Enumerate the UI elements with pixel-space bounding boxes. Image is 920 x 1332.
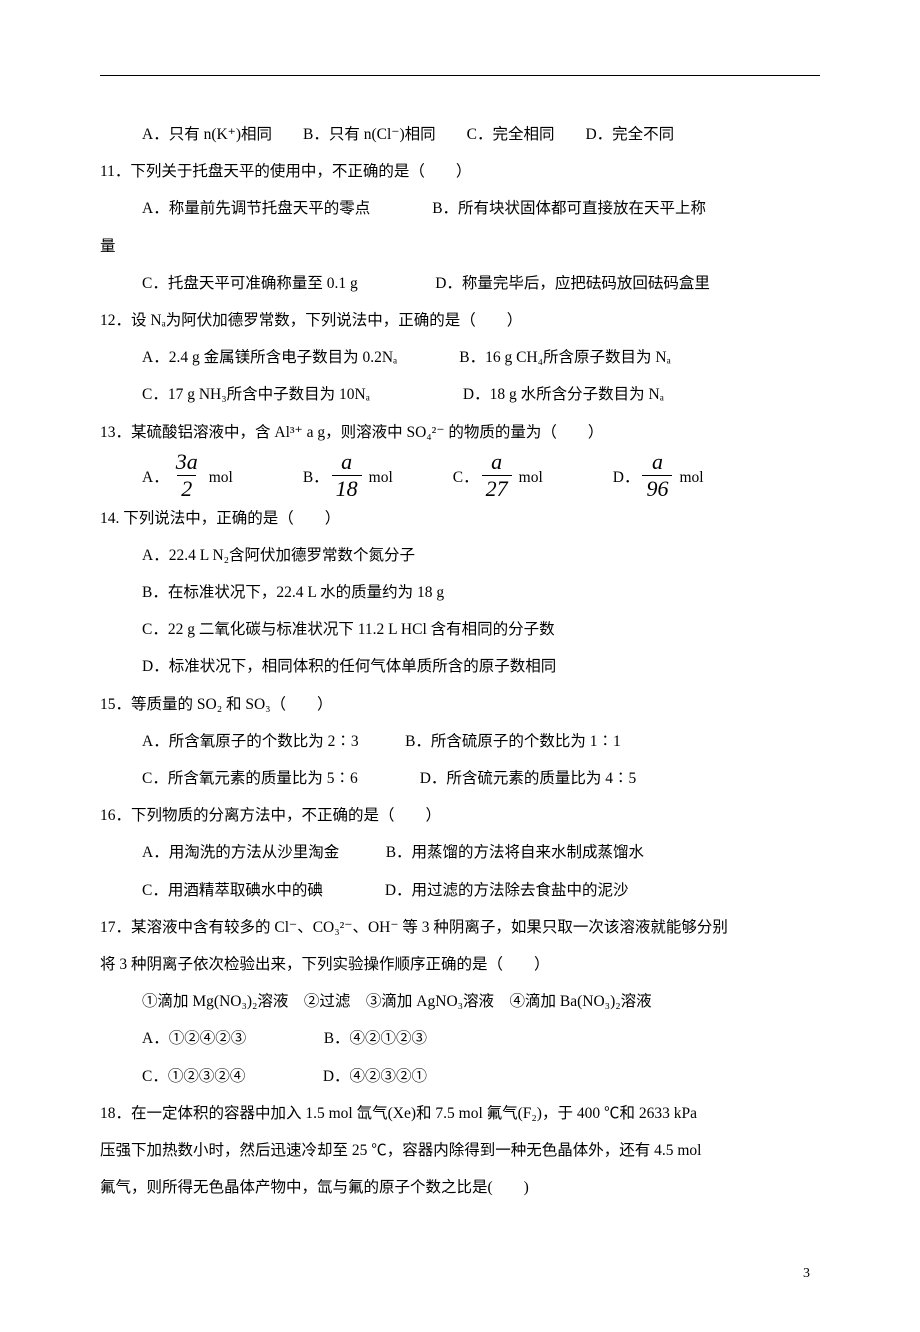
- q11-options-ab-tail: 量: [100, 228, 820, 265]
- q17-options-cd: C．①②③②④ D．④②③②①: [100, 1058, 820, 1095]
- option-label-a: A．: [142, 459, 169, 500]
- unit-mol: mol: [365, 459, 393, 500]
- q17-stem-cont: 将 3 种阴离子依次检验出来，下列实验操作顺序正确的是（ ）: [100, 946, 820, 983]
- unit-mol: mol: [515, 459, 543, 500]
- q10-options: A．只有 n(K⁺)相同 B．只有 n(Cl⁻)相同 C．完全相同 D．完全不同: [100, 116, 820, 153]
- q13-option-a: A． 3a 2 mol: [142, 451, 233, 500]
- fraction-b-den: 18: [332, 475, 362, 500]
- fraction-b-num: a: [337, 451, 356, 475]
- q13-option-c: C． a 27 mol: [453, 451, 543, 500]
- option-label-b: B．: [303, 459, 329, 500]
- q13-stem: 13．某硫酸铝溶液中，含 Al³⁺ a g，则溶液中 SO₄²⁻ 的物质的量为（…: [100, 414, 820, 451]
- q13-option-d: D． a 96 mol: [613, 451, 704, 500]
- unit-mol: mol: [205, 459, 233, 500]
- fraction-c: a 27: [482, 451, 512, 500]
- option-label-d: D．: [613, 459, 640, 500]
- fraction-d-den: 96: [642, 475, 672, 500]
- q15-stem: 15．等质量的 SO₂ 和 SO₃（ ）: [100, 686, 820, 723]
- q18-stem-cont1: 压强下加热数小时，然后迅速冷却至 25 ℃，容器内除得到一种无色晶体外，还有 4…: [100, 1132, 820, 1169]
- option-label-c: C．: [453, 459, 479, 500]
- page-number: 3: [100, 1206, 820, 1282]
- fraction-b: a 18: [332, 451, 362, 500]
- top-divider: [100, 75, 820, 76]
- q15-options-ab: A．所含氧原子的个数比为 2∶3 B．所含硫原子的个数比为 1∶1: [100, 723, 820, 760]
- fraction-c-den: 27: [482, 475, 512, 500]
- q14-stem: 14. 下列说法中，正确的是（ ）: [100, 500, 820, 537]
- exam-page: A．只有 n(K⁺)相同 B．只有 n(Cl⁻)相同 C．完全相同 D．完全不同…: [0, 0, 920, 1332]
- q14-option-c: C．22 g 二氧化碳与标准状况下 11.2 L HCl 含有相同的分子数: [100, 611, 820, 648]
- q14-option-a: A．22.4 L N₂含阿伏加德罗常数个氮分子: [100, 537, 820, 574]
- unit-mol: mol: [675, 459, 703, 500]
- fraction-a-num: 3a: [172, 451, 202, 475]
- q17-stem: 17．某溶液中含有较多的 Cl⁻、CO₃²⁻、OH⁻ 等 3 种阴离子，如果只取…: [100, 909, 820, 946]
- q17-steps: ①滴加 Mg(NO₃)₂溶液 ②过滤 ③滴加 AgNO₃溶液 ④滴加 Ba(NO…: [100, 983, 820, 1020]
- q13-option-b: B． a 18 mol: [303, 451, 393, 500]
- fraction-c-num: a: [487, 451, 506, 475]
- q17-options-ab: A．①②④②③ B．④②①②③: [100, 1020, 820, 1057]
- fraction-a: 3a 2: [172, 451, 202, 500]
- q12-options-ab: A．2.4 g 金属镁所含电子数目为 0.2Nₐ B．16 g CH₄所含原子数…: [100, 339, 820, 376]
- q18-stem-cont2: 氟气，则所得无色晶体产物中，氙与氟的原子个数之比是( ): [100, 1169, 820, 1206]
- fraction-a-den: 2: [177, 475, 196, 500]
- q16-stem: 16．下列物质的分离方法中，不正确的是（ ）: [100, 797, 820, 834]
- fraction-d: a 96: [642, 451, 672, 500]
- fraction-d-num: a: [648, 451, 667, 475]
- q11-options-cd: C．托盘天平可准确称量至 0.1 g D．称量完毕后，应把砝码放回砝码盒里: [100, 265, 820, 302]
- q13-options: A． 3a 2 mol B． a 18 mol C． a 27 mol: [100, 451, 820, 500]
- q14-option-d: D．标准状况下，相同体积的任何气体单质所含的原子数相同: [100, 648, 820, 685]
- q14-option-b: B．在标准状况下，22.4 L 水的质量约为 18 g: [100, 574, 820, 611]
- q11-stem: 11．下列关于托盘天平的使用中，不正确的是（ ）: [100, 153, 820, 190]
- q18-stem: 18．在一定体积的容器中加入 1.5 mol 氙气(Xe)和 7.5 mol 氟…: [100, 1095, 820, 1132]
- q16-options-ab: A．用淘洗的方法从沙里淘金 B．用蒸馏的方法将自来水制成蒸馏水: [100, 834, 820, 871]
- q16-options-cd: C．用酒精萃取碘水中的碘 D．用过滤的方法除去食盐中的泥沙: [100, 872, 820, 909]
- q15-options-cd: C．所含氧元素的质量比为 5∶6 D．所含硫元素的质量比为 4∶5: [100, 760, 820, 797]
- q12-options-cd: C．17 g NH₃所含中子数目为 10Nₐ D．18 g 水所含分子数目为 N…: [100, 376, 820, 413]
- q12-stem: 12．设 Nₐ为阿伏加德罗常数，下列说法中，正确的是（ ）: [100, 302, 820, 339]
- q11-options-ab: A．称量前先调节托盘天平的零点 B．所有块状固体都可直接放在天平上称: [100, 190, 820, 227]
